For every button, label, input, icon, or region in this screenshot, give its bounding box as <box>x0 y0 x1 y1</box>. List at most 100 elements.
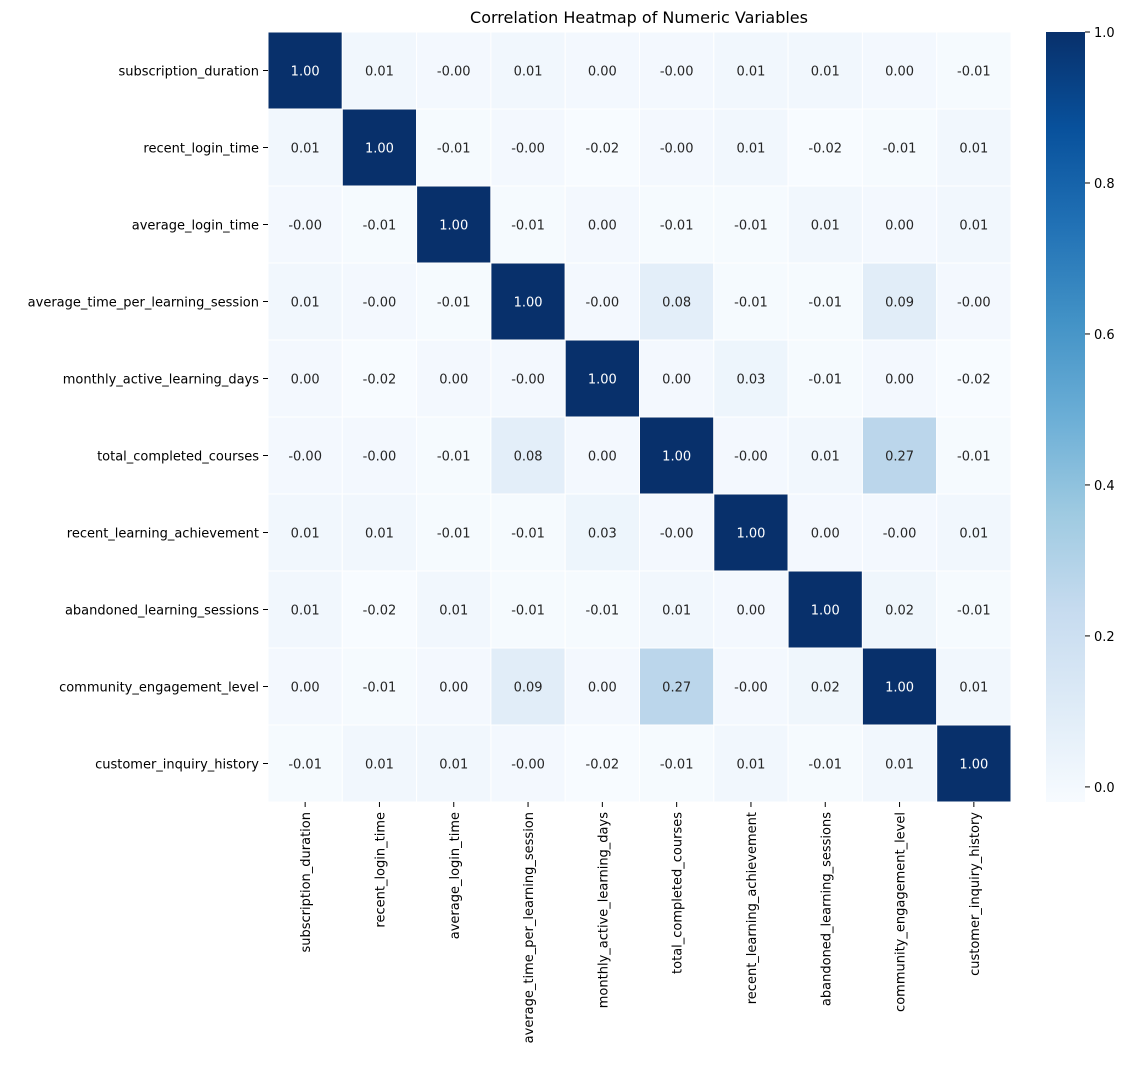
heatmap-cell <box>639 108 715 187</box>
cell-value-label: 0.01 <box>736 65 765 80</box>
y-tick-label: customer_inquiry_history <box>95 758 259 773</box>
cell-value-label: -0.01 <box>437 527 471 542</box>
cell-value-label: -0.02 <box>808 142 842 157</box>
cell-value-label: 0.01 <box>365 65 394 80</box>
colorbar-tick-label: 0.0 <box>1094 781 1115 796</box>
cell-value-label: 0.00 <box>291 373 320 388</box>
heatmap-cell <box>936 724 1012 803</box>
cell-value-label: -0.01 <box>586 604 620 619</box>
cell-value-label: 1.00 <box>736 527 765 542</box>
cell-value-label: 0.09 <box>885 296 914 311</box>
cell-value-label: 0.02 <box>885 604 914 619</box>
heatmap-cell <box>267 262 343 341</box>
cell-value-label: -0.01 <box>437 142 471 157</box>
heatmap-cell <box>936 647 1012 726</box>
cell-value-label: 0.08 <box>514 450 543 465</box>
cell-value-label: -0.01 <box>660 219 694 234</box>
cell-value-label: 0.03 <box>736 373 765 388</box>
heatmap-cell <box>341 647 418 726</box>
cell-value-label: -0.00 <box>437 65 471 80</box>
cell-value-label: 0.01 <box>811 65 840 80</box>
cell-value-label: -0.01 <box>957 450 991 465</box>
cell-value-label: 1.00 <box>885 681 914 696</box>
y-tick-label: recent_login_time <box>143 142 259 157</box>
cell-value-label: -0.01 <box>288 758 322 773</box>
cell-value-label: 1.00 <box>662 450 691 465</box>
heatmap-cell <box>787 108 863 187</box>
cell-value-label: -0.00 <box>586 296 620 311</box>
heatmap-cell <box>787 339 863 418</box>
heatmap-cell <box>936 339 1012 418</box>
x-axis: subscription_duration recent_login_time av… <box>299 802 983 1043</box>
colorbar-tick-label: 0.8 <box>1094 177 1115 192</box>
y-tick-label: average_login_time <box>132 219 259 234</box>
cell-value-label: -0.00 <box>363 296 397 311</box>
cell-value-label: -0.01 <box>734 296 768 311</box>
cell-value-label: 1.00 <box>365 142 394 157</box>
heatmap-cell <box>787 647 863 726</box>
heatmap-cell <box>490 416 566 495</box>
cell-value-label: -0.01 <box>660 758 694 773</box>
cell-value-label: 0.01 <box>291 296 320 311</box>
heatmap-cell <box>861 339 938 418</box>
cell-value-label: -0.01 <box>808 373 842 388</box>
cell-value-label: 0.01 <box>365 758 394 773</box>
cell-value-label: -0.01 <box>363 219 397 234</box>
cell-value-label: 0.01 <box>811 450 840 465</box>
heatmap-cell <box>267 31 343 110</box>
y-tick-label: monthly_active_learning_days <box>63 373 259 388</box>
heatmap-cell <box>787 262 863 341</box>
heatmap-cell <box>490 724 566 803</box>
heatmap-cell <box>713 493 789 572</box>
cell-value-label: -0.00 <box>511 373 545 388</box>
colorbar: 0.0 0.2 0.4 0.6 0.8 1.0 <box>1046 26 1115 802</box>
heatmap-cell <box>564 185 641 264</box>
heatmap-cell <box>936 570 1012 649</box>
cell-value-label: 1.00 <box>588 373 617 388</box>
colorbar-tick-label: 0.4 <box>1094 479 1115 494</box>
y-tick-label: recent_learning_achievement <box>67 527 259 542</box>
cell-value-label: -0.01 <box>808 296 842 311</box>
cell-value-label: -0.00 <box>288 450 322 465</box>
cell-value-label: -0.00 <box>511 142 545 157</box>
cell-value-label: 0.00 <box>662 373 691 388</box>
heatmap-cell <box>713 339 789 418</box>
heatmap-cell <box>936 185 1012 264</box>
heatmap-cell <box>416 31 492 110</box>
cell-value-label: -0.02 <box>586 758 620 773</box>
cell-value-label: -0.01 <box>511 527 545 542</box>
heatmap-cell <box>564 262 641 341</box>
heatmap-cell <box>490 570 566 649</box>
heatmap-cell <box>861 570 938 649</box>
cell-value-label: -0.01 <box>437 450 471 465</box>
heatmap-cell <box>341 339 418 418</box>
x-tick-label: community_engagement_level <box>894 812 909 1012</box>
cell-value-label: 0.01 <box>365 527 394 542</box>
x-tick-label: customer_inquiry_history <box>968 812 983 976</box>
heatmap-cell <box>416 570 492 649</box>
cell-value-label: -0.01 <box>808 758 842 773</box>
x-tick-label: subscription_duration <box>299 812 314 953</box>
cell-value-label: 0.01 <box>959 219 988 234</box>
cell-value-label: 0.09 <box>514 681 543 696</box>
heatmap-cell <box>564 570 641 649</box>
heatmap-cell <box>936 493 1012 572</box>
heatmap-cells <box>267 31 1012 803</box>
heatmap-cell <box>861 493 938 572</box>
heatmap-cell <box>490 31 566 110</box>
cell-value-label: -0.00 <box>660 65 694 80</box>
cell-value-label: 0.00 <box>885 219 914 234</box>
cell-value-label: 0.00 <box>588 681 617 696</box>
cell-value-label: 0.01 <box>811 219 840 234</box>
heatmap-cell <box>787 493 863 572</box>
x-tick-label: average_time_per_learning_session <box>522 812 537 1043</box>
heatmap-cell <box>639 493 715 572</box>
x-tick-label: monthly_active_learning_days <box>596 812 611 1008</box>
cell-value-label: 1.00 <box>959 758 988 773</box>
cell-value-label: -0.02 <box>957 373 991 388</box>
heatmap-cell <box>787 31 863 110</box>
cell-value-label: 0.01 <box>736 758 765 773</box>
heatmap-cell <box>416 339 492 418</box>
heatmap-cell <box>861 724 938 803</box>
cell-value-label: 1.00 <box>811 604 840 619</box>
